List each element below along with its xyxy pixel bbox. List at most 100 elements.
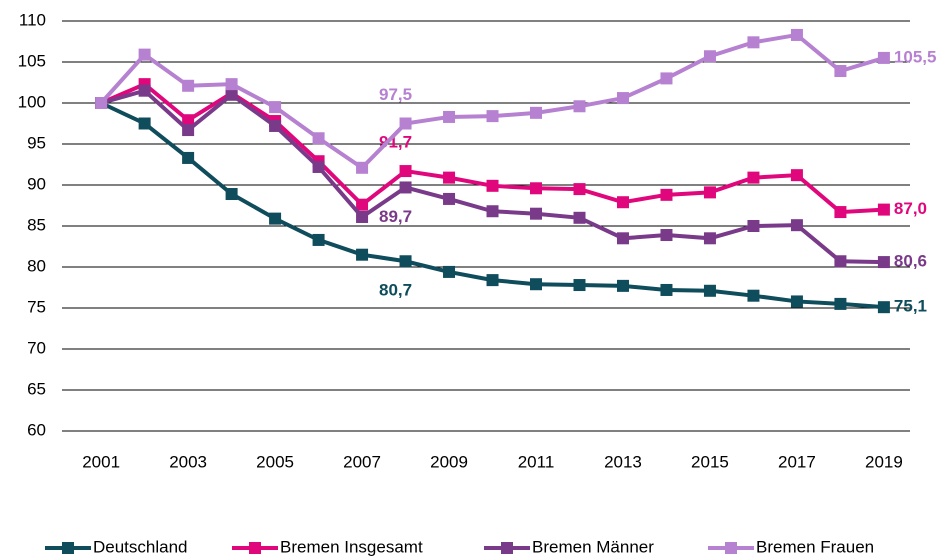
marker [616, 196, 629, 209]
data-label: 80,7 [379, 281, 412, 300]
marker [790, 295, 803, 308]
marker [703, 232, 716, 245]
y-tick-label: 60 [27, 420, 46, 439]
y-tick-label: 90 [27, 174, 46, 193]
marker [616, 92, 629, 105]
marker [573, 100, 586, 113]
marker [182, 124, 195, 137]
x-tick-label: 2017 [778, 452, 816, 471]
x-tick-label: 2011 [518, 452, 555, 471]
marker [443, 265, 456, 278]
y-tick-label: 75 [27, 297, 46, 316]
x-tick-label: 2013 [604, 452, 642, 471]
marker [269, 212, 282, 225]
marker [573, 279, 586, 292]
marker [399, 165, 412, 178]
marker [703, 186, 716, 199]
x-tick-label: 2001 [82, 452, 120, 471]
marker [834, 206, 847, 219]
marker [182, 114, 195, 127]
marker [747, 289, 760, 302]
marker [225, 78, 238, 91]
marker [443, 110, 456, 123]
marker [616, 232, 629, 245]
marker [877, 301, 890, 314]
marker [877, 256, 890, 269]
marker [138, 84, 151, 97]
data-label: 105,5 [894, 47, 937, 66]
marker [790, 169, 803, 182]
marker [660, 283, 673, 296]
marker [530, 278, 543, 291]
marker [312, 132, 325, 145]
legend-marker [62, 542, 74, 554]
marker [182, 151, 195, 164]
marker [225, 188, 238, 201]
marker [356, 161, 369, 174]
marker [573, 183, 586, 196]
marker [747, 220, 760, 232]
data-label: 89,7 [379, 207, 412, 226]
y-tick-label: 65 [27, 379, 46, 398]
y-tick-label: 80 [27, 256, 46, 275]
marker [616, 279, 629, 292]
legend-marker [501, 542, 513, 554]
marker [486, 110, 499, 123]
legend-label: Bremen Frauen [756, 537, 874, 556]
marker [790, 28, 803, 41]
data-label: 75,1 [894, 297, 927, 316]
marker [399, 181, 412, 194]
legend-label: Bremen Männer [532, 537, 654, 556]
x-tick-label: 2015 [691, 452, 729, 471]
marker [269, 119, 282, 132]
data-label: 87,0 [894, 199, 927, 218]
marker [225, 88, 238, 101]
marker [182, 79, 195, 92]
marker [877, 203, 890, 216]
marker [660, 229, 673, 242]
data-label: 97,5 [379, 85, 412, 104]
marker [573, 211, 586, 224]
marker [530, 106, 543, 119]
marker [660, 72, 673, 85]
marker [790, 219, 803, 232]
marker [443, 171, 456, 184]
y-tick-label: 105 [18, 51, 46, 70]
y-tick-label: 85 [27, 215, 46, 234]
x-tick-label: 2019 [865, 452, 903, 471]
marker [834, 255, 847, 268]
marker [486, 274, 499, 287]
x-tick-label: 2009 [430, 452, 468, 471]
marker [486, 179, 499, 192]
y-tick-label: 100 [18, 92, 46, 111]
marker [703, 50, 716, 63]
x-tick-label: 2005 [256, 452, 294, 471]
marker [486, 205, 499, 218]
data-label: 91,7 [379, 133, 412, 152]
x-tick-label: 2007 [343, 452, 381, 471]
y-tick-label: 95 [27, 133, 46, 152]
y-tick-label: 110 [19, 10, 46, 29]
marker [747, 36, 760, 49]
marker [530, 182, 543, 195]
marker [138, 117, 151, 130]
data-label: 80,6 [894, 252, 927, 271]
x-tick-label: 2003 [169, 452, 207, 471]
marker [660, 188, 673, 201]
marker [356, 198, 369, 211]
marker [703, 284, 716, 297]
marker [834, 65, 847, 78]
marker [356, 210, 369, 223]
legend-marker [249, 542, 261, 554]
legend-marker [725, 542, 737, 554]
marker [138, 48, 151, 61]
y-tick-label: 70 [27, 338, 46, 357]
legend-label: Deutschland [93, 537, 188, 556]
marker [399, 255, 412, 268]
marker [530, 207, 543, 220]
marker [312, 233, 325, 246]
marker [834, 297, 847, 310]
marker [399, 117, 412, 130]
marker [95, 97, 108, 109]
